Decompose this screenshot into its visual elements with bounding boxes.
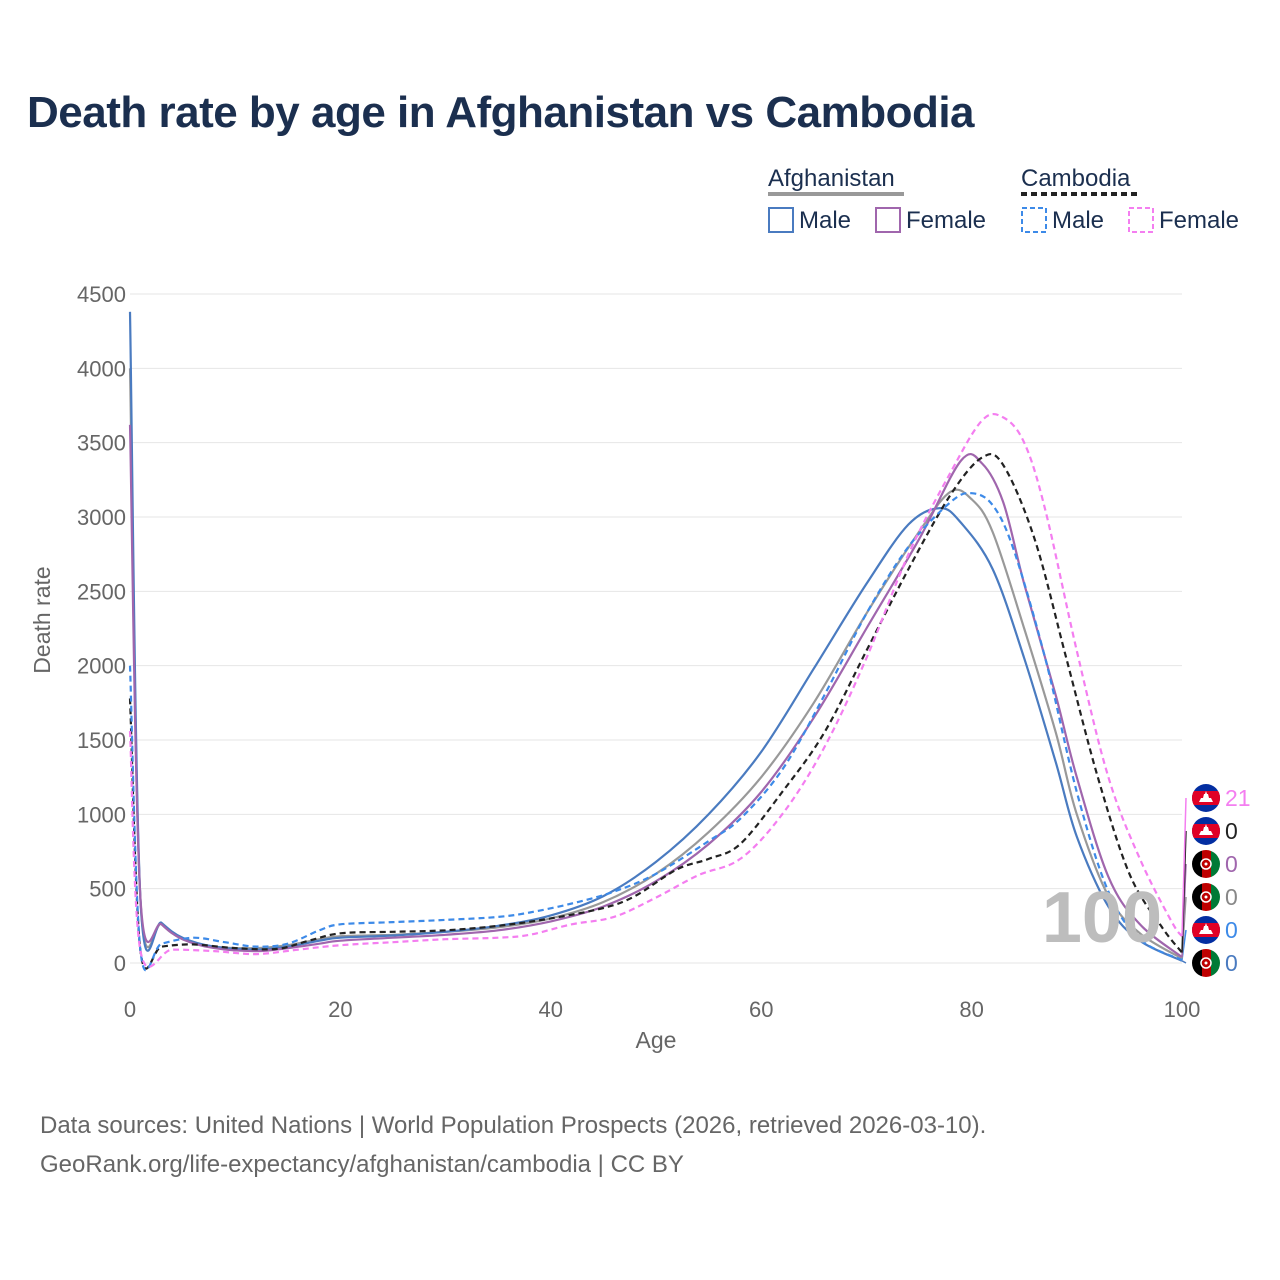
end-value-afghanistan-male: 0 — [1225, 950, 1238, 976]
legend-label-cambodia-male: Male — [1052, 207, 1104, 234]
legend-label-afghanistan-male: Male — [799, 207, 851, 234]
y-tick-label-1500: 1500 — [77, 728, 126, 753]
end-flag-afghanistan-icon — [1192, 949, 1220, 977]
y-tick-label-2000: 2000 — [77, 654, 126, 679]
legend: Afghanistan Male Female Cambodia Male Fe… — [768, 165, 1239, 234]
end-value-afghanistan-both-sexes: 0 — [1225, 884, 1238, 910]
chart-title: Death rate by age in Afghanistan vs Camb… — [27, 88, 975, 137]
legend-group-afghanistan: Afghanistan Male Female — [768, 165, 986, 234]
end-value-cambodia-female: 21 — [1225, 785, 1251, 811]
watermark-year: 100 — [1042, 878, 1162, 958]
end-value-cambodia-both-sexes: 0 — [1225, 818, 1238, 844]
source-line-url: GeoRank.org/life-expectancy/afghanistan/… — [40, 1151, 684, 1178]
end-flag-cambodia-icon — [1192, 916, 1220, 944]
source-note: Data sources: United Nations | World Pop… — [40, 1106, 986, 1184]
series-line-cambodia-both-sexes — [128, 453, 1183, 970]
y-axis-title: Death rate — [29, 566, 55, 673]
y-tick-label-1000: 1000 — [77, 802, 126, 827]
x-tick-label-40: 40 — [539, 997, 563, 1022]
end-labels: 0 0 0 0 0 21 — [1181, 784, 1251, 977]
series-line-afghanistan-female — [128, 424, 1183, 958]
end-flag-cambodia-icon — [1192, 784, 1220, 812]
legend-swatch-cambodia-male — [1021, 207, 1047, 233]
x-tick-label-20: 20 — [328, 997, 352, 1022]
series-line-cambodia-female — [128, 412, 1183, 968]
x-axis-title: Age — [636, 1027, 677, 1053]
axes: 0 500 1000 1500 2000 2500 3000 3500 4000 4500 0 20 4… — [29, 282, 1200, 1053]
y-tick-label-3000: 3000 — [77, 505, 126, 530]
y-tick-label-4500: 4500 — [77, 282, 126, 307]
end-value-cambodia-male: 0 — [1225, 917, 1238, 943]
end-connector-cambodia-female — [1181, 797, 1187, 937]
series-line-afghanistan-male — [128, 311, 1183, 962]
series-lines — [128, 311, 1183, 972]
x-tick-label-80: 80 — [959, 997, 983, 1022]
y-tick-label-2500: 2500 — [77, 579, 126, 604]
y-tick-label-4000: 4000 — [77, 356, 126, 381]
y-tick-label-0: 0 — [114, 951, 126, 976]
legend-label-afghanistan-female: Female — [906, 207, 986, 234]
y-tick-label-500: 500 — [89, 877, 126, 902]
legend-swatch-cambodia-female — [1128, 207, 1154, 233]
legend-group-cambodia: Cambodia Male Female — [1021, 165, 1239, 234]
legend-label-cambodia-female: Female — [1159, 207, 1239, 234]
y-tick-label-3500: 3500 — [77, 431, 126, 456]
x-tick-label-60: 60 — [749, 997, 773, 1022]
legend-swatch-afghanistan-male — [768, 207, 794, 233]
end-value-afghanistan-female: 0 — [1225, 851, 1238, 877]
x-tick-label-100: 100 — [1164, 997, 1201, 1022]
end-connector-afghanistan-male — [1181, 960, 1187, 964]
legend-group-label-afghanistan: Afghanistan — [768, 165, 895, 192]
series-line-cambodia-male — [128, 491, 1183, 972]
series-line-afghanistan-both-sexes — [128, 368, 1183, 960]
x-tick-label-0: 0 — [124, 997, 136, 1022]
legend-swatch-afghanistan-female — [875, 207, 901, 233]
legend-group-label-cambodia: Cambodia — [1021, 165, 1131, 192]
end-flag-afghanistan-icon — [1192, 883, 1220, 911]
end-flag-cambodia-icon — [1192, 817, 1220, 845]
source-line-data: Data sources: United Nations | World Pop… — [40, 1112, 987, 1139]
end-flag-afghanistan-icon — [1192, 850, 1220, 878]
